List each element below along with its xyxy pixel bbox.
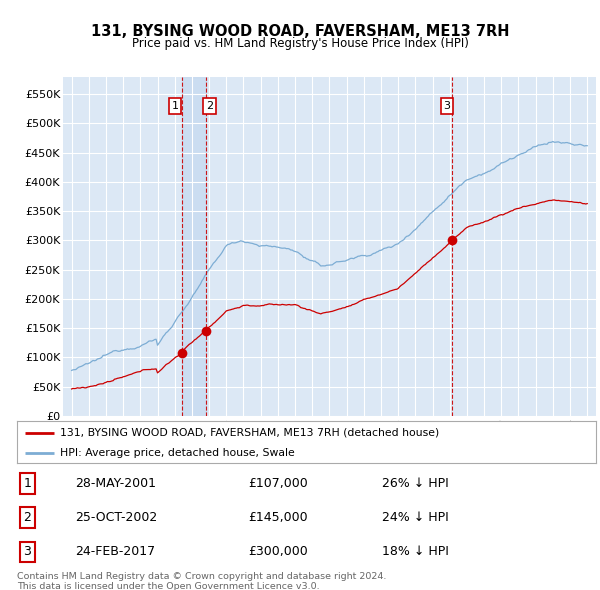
Text: £145,000: £145,000 xyxy=(248,511,308,525)
Text: 131, BYSING WOOD ROAD, FAVERSHAM, ME13 7RH: 131, BYSING WOOD ROAD, FAVERSHAM, ME13 7… xyxy=(91,24,509,38)
Text: 24-FEB-2017: 24-FEB-2017 xyxy=(75,545,155,558)
Bar xyxy=(182,77,206,416)
Text: 2: 2 xyxy=(23,511,31,525)
Text: This data is licensed under the Open Government Licence v3.0.: This data is licensed under the Open Gov… xyxy=(17,582,319,590)
Text: Contains HM Land Registry data © Crown copyright and database right 2024.: Contains HM Land Registry data © Crown c… xyxy=(17,572,386,581)
Text: Price paid vs. HM Land Registry's House Price Index (HPI): Price paid vs. HM Land Registry's House … xyxy=(131,37,469,50)
Text: £300,000: £300,000 xyxy=(248,545,308,558)
Text: 3: 3 xyxy=(23,545,31,558)
Text: 2: 2 xyxy=(206,101,213,111)
Text: 24% ↓ HPI: 24% ↓ HPI xyxy=(382,511,448,525)
Text: 1: 1 xyxy=(23,477,31,490)
Text: HPI: Average price, detached house, Swale: HPI: Average price, detached house, Swal… xyxy=(60,448,295,457)
Text: 131, BYSING WOOD ROAD, FAVERSHAM, ME13 7RH (detached house): 131, BYSING WOOD ROAD, FAVERSHAM, ME13 7… xyxy=(60,428,439,438)
Text: 25-OCT-2002: 25-OCT-2002 xyxy=(75,511,157,525)
Text: 1: 1 xyxy=(172,101,178,111)
Text: 28-MAY-2001: 28-MAY-2001 xyxy=(75,477,156,490)
Text: 26% ↓ HPI: 26% ↓ HPI xyxy=(382,477,448,490)
Text: 18% ↓ HPI: 18% ↓ HPI xyxy=(382,545,448,558)
Text: 3: 3 xyxy=(443,101,451,111)
Text: £107,000: £107,000 xyxy=(248,477,308,490)
